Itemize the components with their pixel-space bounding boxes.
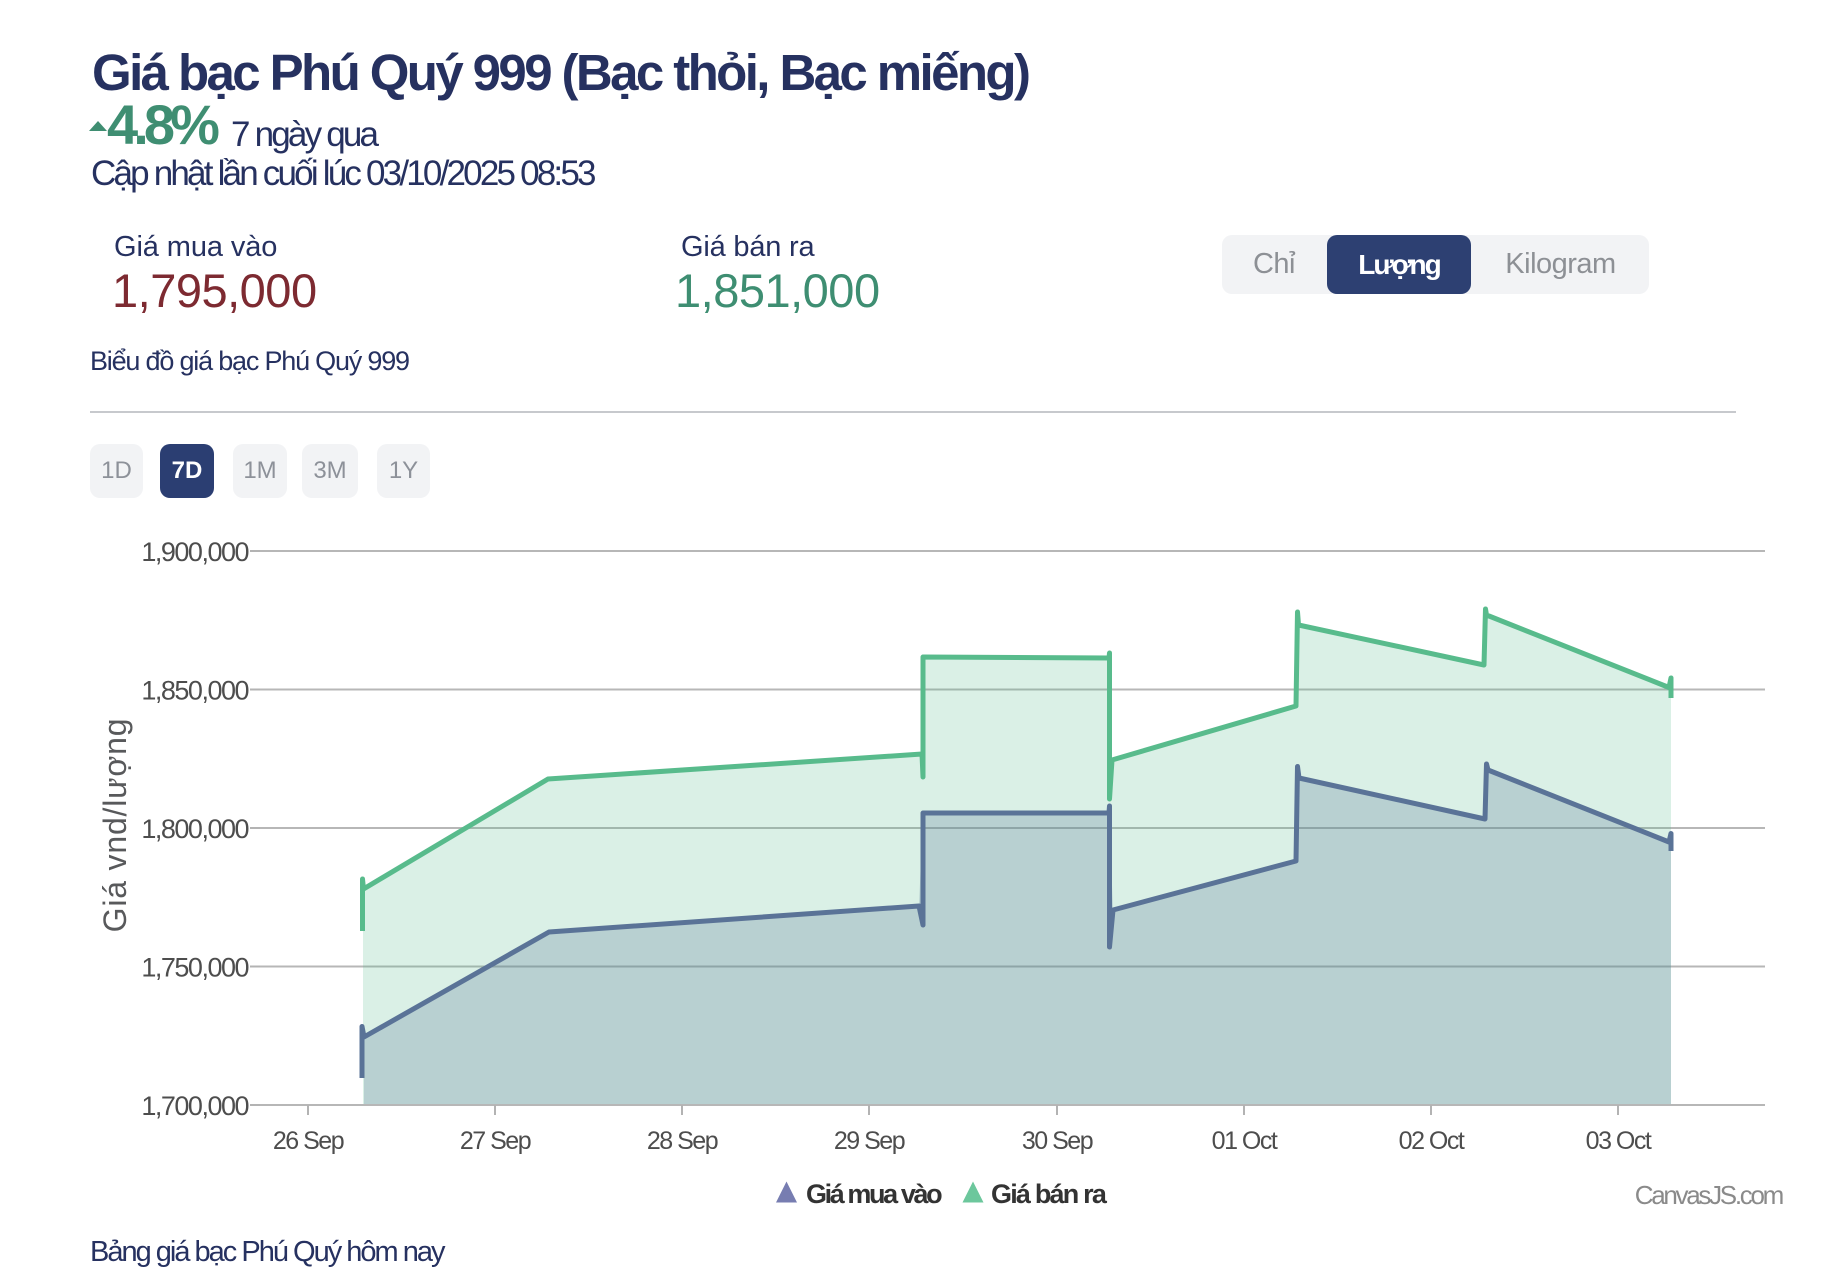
- svg-text:1,850,000: 1,850,000: [141, 676, 248, 706]
- svg-text:Giá mua vào: Giá mua vào: [806, 1179, 942, 1209]
- svg-text:28 Sep: 28 Sep: [647, 1127, 718, 1155]
- svg-text:Giá bán ra: Giá bán ra: [991, 1179, 1108, 1209]
- svg-text:03 Oct: 03 Oct: [1586, 1127, 1652, 1155]
- svg-text:30 Sep: 30 Sep: [1022, 1127, 1093, 1155]
- svg-text:29 Sep: 29 Sep: [834, 1127, 905, 1155]
- svg-text:01 Oct: 01 Oct: [1212, 1127, 1278, 1155]
- svg-text:CanvasJS.com: CanvasJS.com: [1635, 1180, 1783, 1210]
- svg-text:Giá vnd/lượng: Giá vnd/lượng: [97, 718, 133, 933]
- svg-text:1,800,000: 1,800,000: [141, 814, 248, 844]
- svg-text:26 Sep: 26 Sep: [273, 1127, 344, 1155]
- svg-text:1,700,000: 1,700,000: [141, 1091, 248, 1121]
- svg-text:27 Sep: 27 Sep: [460, 1127, 531, 1155]
- svg-text:1,750,000: 1,750,000: [141, 953, 248, 983]
- svg-text:1,900,000: 1,900,000: [141, 537, 248, 567]
- svg-text:02 Oct: 02 Oct: [1399, 1127, 1465, 1155]
